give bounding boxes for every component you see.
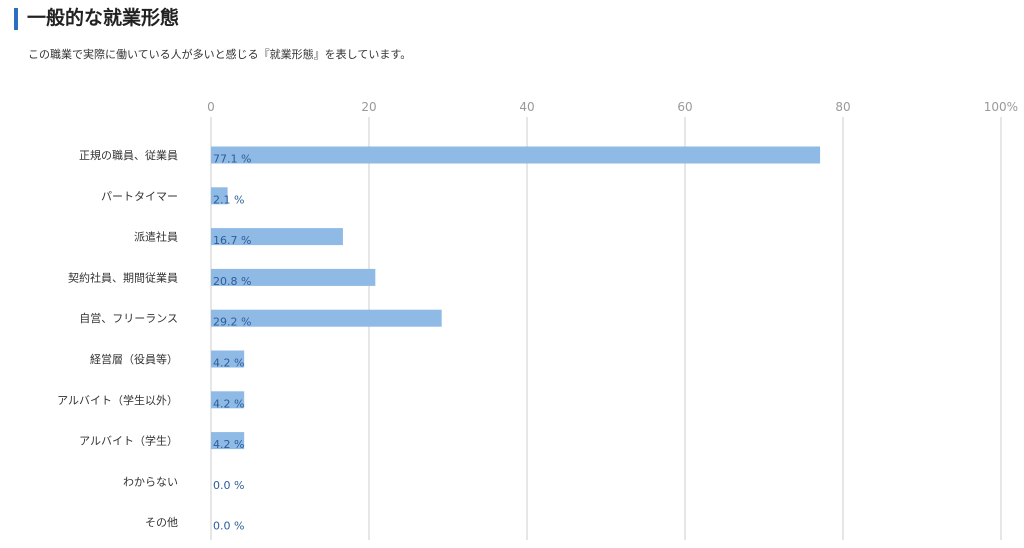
bars (211, 146, 821, 450)
category-label: わからない (123, 475, 178, 488)
category-label: アルバイト（学生） (79, 434, 178, 448)
category-label: 経営層（役員等） (90, 352, 178, 366)
value-label: 29.2 % (213, 316, 251, 329)
page-title: 一般的な就業形態 (27, 7, 180, 29)
page-subtitle: この職業で実際に働いている人が多いと感じる『就業形態』を表しています。 (28, 48, 412, 61)
x-tick-label: 60 (677, 100, 692, 114)
bar (211, 391, 245, 409)
value-label: 4.2 % (213, 438, 244, 451)
category-label: 正規の職員、従業員 (79, 148, 178, 162)
value-label: 4.2 % (213, 357, 244, 370)
category-label: アルバイト（学生以外） (57, 393, 178, 407)
category-label: 契約社員、期間従業員 (68, 270, 178, 284)
bar (211, 432, 245, 450)
value-label: 77.1 % (213, 153, 251, 166)
bar (211, 146, 821, 164)
category-label: パートタイマー (101, 190, 178, 203)
x-axis-ticks: 0 20 40 60 80 100% (207, 100, 1018, 114)
bar (211, 350, 245, 368)
x-tick-label: 40 (519, 100, 534, 114)
value-label: 4.2 % (213, 397, 244, 410)
bar (211, 228, 343, 246)
x-tick-label: 100% (984, 100, 1018, 114)
bar (211, 187, 228, 205)
grid-lines (210, 117, 1002, 540)
value-labels: 77.1 % 2.1 % 16.7 % 20.8 % 29.2 % 4.2 % 4.2 % 4… (213, 153, 251, 533)
value-label: 0.0 % (213, 520, 244, 533)
value-label: 0.0 % (213, 479, 244, 492)
category-labels: 正規の職員、従業員パートタイマー派遣社員契約社員、期間従業員自営、フリーランス経… (57, 148, 178, 529)
value-label: 16.7 % (213, 234, 251, 247)
x-tick-label: 80 (835, 100, 850, 114)
category-label: その他 (145, 516, 178, 529)
bar (211, 268, 376, 286)
value-label: 2.1 % (213, 193, 244, 206)
category-label: 自営、フリーランス (79, 311, 178, 325)
x-tick-label: 0 (207, 100, 215, 114)
bar (211, 309, 442, 327)
value-label: 20.8 % (213, 275, 251, 288)
category-label: 派遣社員 (134, 230, 178, 244)
title-accent-bar (14, 8, 18, 30)
x-tick-label: 20 (361, 100, 376, 114)
